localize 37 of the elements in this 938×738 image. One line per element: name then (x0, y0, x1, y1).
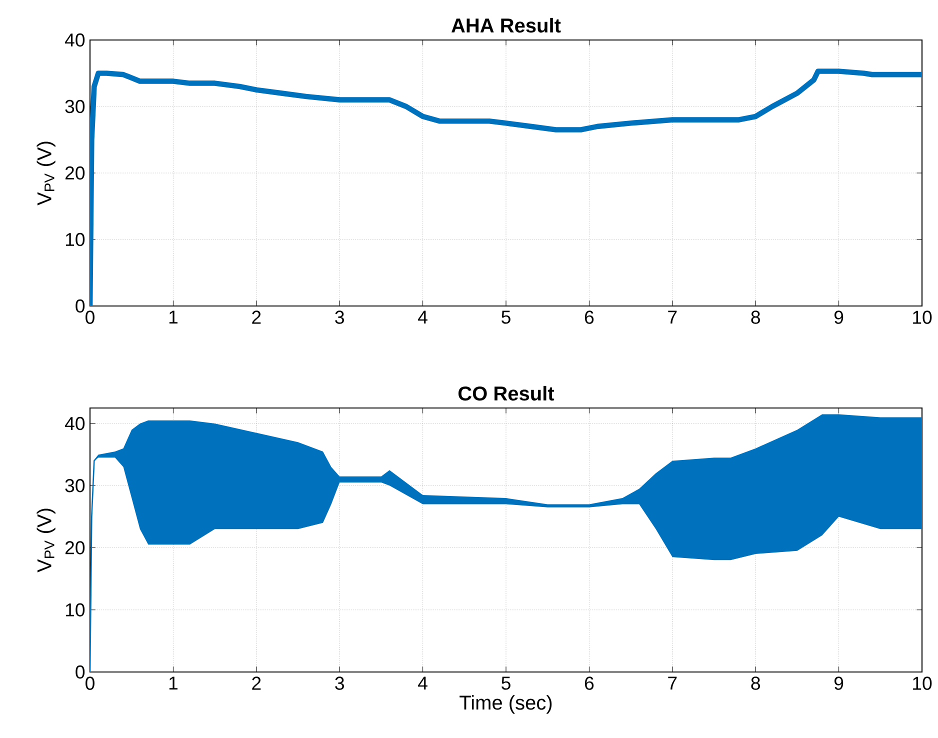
x-tick-label: 7 (668, 676, 677, 690)
y-tick-label: 0 (76, 665, 85, 679)
x-tick-label: 5 (502, 676, 510, 690)
x-tick-label: 0 (86, 676, 94, 690)
chart-title: CO Result (458, 386, 554, 401)
x-tick-label: 3 (335, 310, 344, 324)
x-tick-label: 2 (252, 310, 261, 324)
y-tick-label: 20 (65, 166, 85, 180)
y-tick-label: 10 (66, 603, 85, 616)
x-tick-label: 9 (834, 310, 844, 324)
y-axis-title: V$_{PV}$ (V) (36, 508, 56, 572)
y-tick-label: 0 (76, 299, 85, 313)
x-tick-label: 2 (252, 676, 261, 690)
x-tick-label: 3 (335, 676, 344, 690)
x-tick-label: 8 (751, 310, 760, 324)
x-tick-label: 9 (834, 676, 844, 690)
x-tick-label: 4 (418, 310, 428, 324)
x-tick-label: 10 (913, 676, 932, 690)
x-tick-label: 5 (502, 310, 510, 324)
x-tick-label: 6 (584, 310, 594, 324)
y-tick-label: 30 (65, 100, 85, 114)
y-axis-title: V$_{PV}$ (V) (36, 142, 56, 206)
x-tick-label: 1 (169, 676, 178, 690)
y-tick-label: 40 (64, 416, 85, 430)
x-tick-label: 0 (86, 310, 94, 324)
x-tick-label: 8 (751, 676, 760, 690)
x-tick-label: 7 (668, 310, 677, 324)
x-tick-label: 10 (913, 310, 932, 324)
y-tick-label: 40 (64, 33, 85, 47)
y-tick-label: 10 (66, 232, 85, 246)
y-tick-label: 30 (65, 479, 85, 492)
x-tick-label: 6 (584, 676, 594, 690)
x-axis-title: Time (sec) (460, 695, 552, 714)
x-tick-label: 4 (418, 676, 428, 690)
chart-title: AHA Result (452, 18, 561, 33)
x-tick-label: 1 (169, 310, 178, 324)
y-tick-label: 20 (65, 541, 85, 554)
